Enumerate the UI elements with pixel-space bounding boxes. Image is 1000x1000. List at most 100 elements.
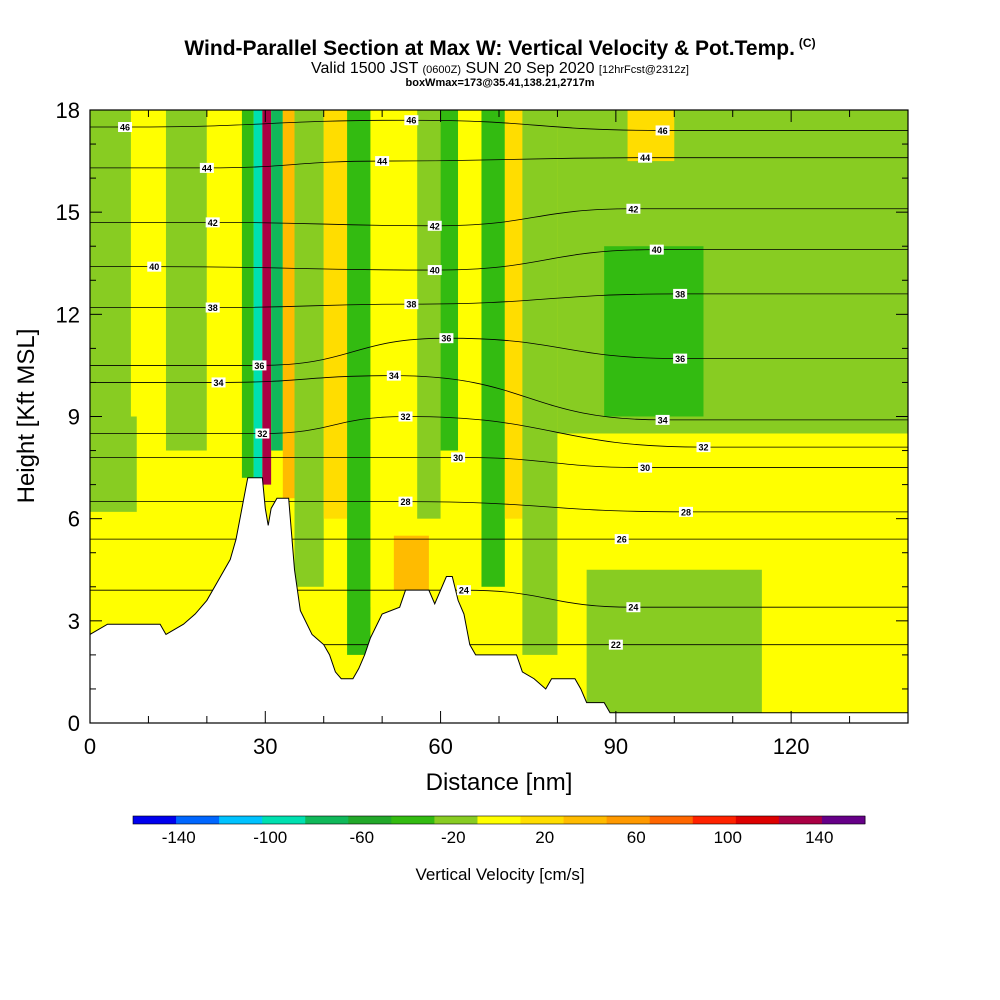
theta-label-text: 40 — [149, 262, 159, 272]
colorbar-frame — [132, 815, 866, 825]
colorbar-swatch — [477, 816, 522, 824]
theta-label: 36 — [673, 353, 688, 364]
theta-contour-42 — [90, 208, 908, 227]
theta-label: 38 — [404, 299, 419, 310]
theta-label-text: 34 — [214, 378, 224, 388]
theta-label-text: 26 — [617, 535, 627, 545]
y-axis-title: Height [Kft MSL] — [13, 329, 40, 504]
theta-label-text: 22 — [611, 640, 621, 650]
colorbar: -140 -100 -60 -20 20 60 100 140 — [132, 815, 866, 847]
theta-label: 46 — [655, 125, 670, 136]
theta-label-bg — [678, 506, 693, 517]
theta-label-bg — [655, 125, 670, 136]
theta-label: 44 — [375, 156, 390, 167]
theta-label-text: 24 — [628, 603, 638, 613]
theta-contour-36 — [90, 337, 908, 366]
theta-label-text: 42 — [208, 218, 218, 228]
colorbar-swatch — [520, 816, 565, 824]
colorbar-swatch — [563, 816, 608, 824]
theta-label: 40 — [649, 244, 664, 255]
theta-contour-38 — [90, 293, 908, 308]
chart-subtitle: Valid 1500 JST (0600Z) SUN 20 Sep 2020 [… — [0, 60, 1000, 78]
theta-label-bg — [199, 162, 214, 173]
velocity-patch — [393, 535, 429, 591]
theta-label-text: 44 — [202, 163, 212, 173]
velocity-patch — [253, 110, 263, 478]
colorbar-swatch — [434, 816, 478, 824]
theta-label: 30 — [638, 462, 653, 473]
theta-contour-34 — [90, 375, 908, 421]
colorbar-tick-label: 140 — [805, 828, 833, 847]
theta-label: 34 — [655, 414, 670, 425]
theta-label-text: 38 — [675, 289, 685, 299]
colorbar-swatch — [821, 816, 866, 824]
theta-contour-44 — [90, 157, 908, 169]
chart-box-info: boxWmax=173@35.41,138.21,2717m — [405, 77, 595, 89]
velocity-patch — [323, 110, 348, 519]
colorbar-tick-label: -20 — [441, 828, 466, 847]
theta-label: 28 — [678, 506, 693, 517]
colorbar-swatch — [262, 816, 306, 824]
theta-label-text: 30 — [640, 463, 650, 473]
theta-label-bg — [626, 203, 641, 214]
theta-label-bg — [375, 156, 390, 167]
colorbar-swatch — [305, 816, 349, 824]
theta-label-text: 36 — [254, 361, 264, 371]
theta-contour-28 — [90, 501, 908, 513]
copyright-mark: (C) — [798, 36, 816, 50]
velocity-patch — [294, 110, 324, 587]
theta-label-bg — [211, 377, 226, 388]
theta-label-bg — [608, 639, 623, 650]
x-axis: 0 30 60 90 120 — [84, 110, 909, 759]
x-tick-label: 30 — [253, 734, 277, 759]
theta-label-text: 42 — [628, 204, 638, 214]
velocity-patch — [241, 110, 254, 478]
x-tick-label: 90 — [604, 734, 628, 759]
theta-label: 40 — [147, 261, 162, 272]
theta-contour-32 — [90, 416, 908, 448]
theta-label-text: 46 — [406, 116, 416, 126]
theta-label-text: 36 — [675, 354, 685, 364]
theta-label: 34 — [386, 370, 401, 381]
theta-label-bg — [649, 244, 664, 255]
theta-label-bg — [398, 496, 413, 507]
colorbar-tick-label: 60 — [627, 828, 646, 847]
colorbar-tick-label: -100 — [253, 828, 287, 847]
theta-label-bg — [404, 299, 419, 310]
theta-label: 24 — [456, 585, 471, 596]
colorbar-tick-label: 20 — [535, 828, 554, 847]
theta-label-bg — [638, 152, 653, 163]
theta-label-text: 32 — [698, 443, 708, 453]
theta-contours — [90, 119, 908, 646]
colorbar-swatch — [348, 816, 392, 824]
colorbar-swatch — [176, 816, 220, 824]
theta-label: 44 — [638, 152, 653, 163]
colorbar-swatch — [692, 816, 737, 824]
theta-label-text: 46 — [658, 126, 668, 136]
colorbar-swatch — [606, 816, 651, 824]
y-tick-label: 9 — [68, 405, 80, 430]
theta-label-text: 30 — [453, 453, 463, 463]
theta-label: 22 — [608, 639, 623, 650]
theta-label-bg — [252, 360, 267, 371]
theta-contour-labels: 46 46 46 44 44 44 42 42 42 40 40 40 38 38 38 36 36 36 34 34… — [118, 115, 711, 650]
velocity-patch — [206, 110, 242, 604]
x-tick-label: 0 — [84, 734, 96, 759]
theta-label-bg — [673, 353, 688, 364]
colorbar-swatch — [735, 816, 780, 824]
theta-contour-30 — [90, 456, 908, 468]
velocity-patch — [165, 110, 207, 451]
theta-label-bg — [398, 411, 413, 422]
theta-label: 42 — [427, 220, 442, 231]
chart-title-text: Wind-Parallel Section at Max W: Vertical… — [184, 37, 795, 60]
theta-label-text: 32 — [257, 429, 267, 439]
theta-label: 38 — [205, 302, 220, 313]
y-tick-label: 0 — [68, 711, 80, 736]
colorbar-swatch — [391, 816, 435, 824]
theta-label: 32 — [398, 411, 413, 422]
theta-label-text: 38 — [208, 303, 218, 313]
theta-label-text: 46 — [120, 123, 130, 133]
theta-label-bg — [205, 217, 220, 228]
y-tick-label: 18 — [56, 98, 80, 123]
